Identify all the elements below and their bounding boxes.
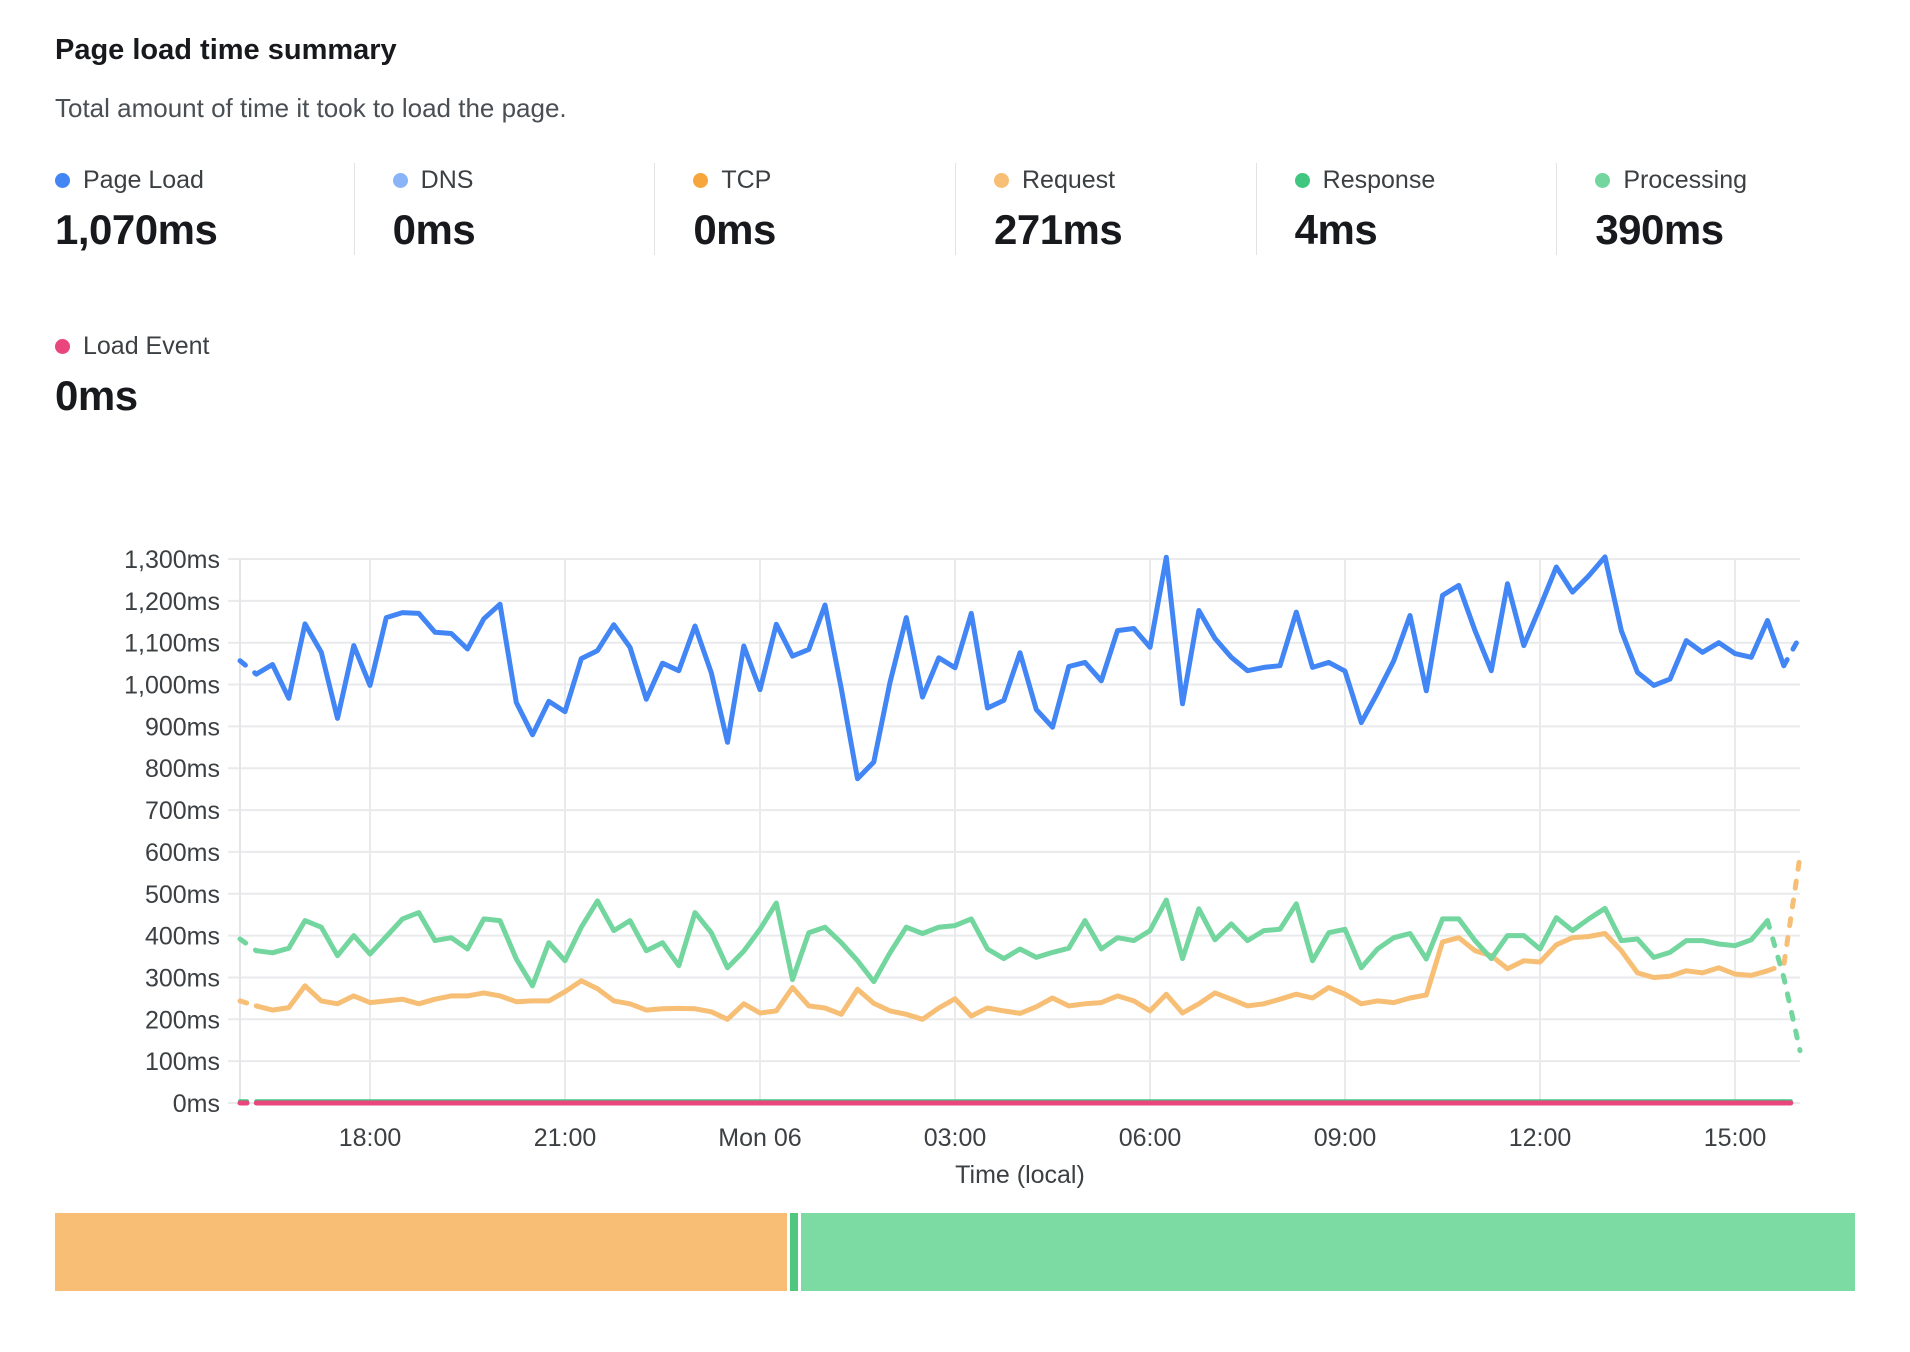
y-tick-label: 1,300ms (124, 546, 220, 574)
legend-item-request[interactable]: Request 271ms (954, 163, 1256, 255)
legend-label: TCP (721, 166, 772, 194)
dist-segment-request-share[interactable] (55, 1213, 787, 1291)
legend-label: Load Event (83, 332, 210, 360)
legend-label: Request (1021, 166, 1116, 194)
page-title: Page load time summary (55, 34, 397, 66)
series-request-dashed[interactable] (237, 998, 259, 1009)
legend-item-response[interactable]: Response 4ms (1255, 163, 1557, 255)
response-color-dot-icon (1294, 172, 1310, 188)
chart-svg[interactable]: 0ms 100ms 200ms 300ms 400ms 500ms 600ms 700ms 80… (0, 421, 1910, 1213)
series-processing-dashed[interactable] (237, 936, 259, 954)
y-tick-label: 400ms (145, 923, 220, 951)
request-color-dot-icon (993, 172, 1009, 188)
y-tick-label: 100ms (145, 1048, 220, 1076)
y-tick-label: 600ms (145, 839, 220, 867)
series-page-load-dashed[interactable] (1781, 633, 1803, 669)
load-time-distribution-bar (55, 1213, 1857, 1291)
x-tick-label: 03:00 (924, 1124, 987, 1152)
response-value: 4ms (1294, 206, 1378, 253)
y-tick-label: 700ms (145, 797, 220, 825)
x-axis-title: Time (local) (955, 1161, 1085, 1189)
legend-label-line: Page Load (55, 163, 354, 197)
processing-value: 390ms (1595, 206, 1724, 253)
y-tick-label: 900ms (145, 713, 220, 741)
legend-item-page-load[interactable]: Page Load 1,070ms (55, 163, 354, 255)
legend-item-dns[interactable]: DNS 0ms (353, 163, 655, 255)
y-tick-label: 1,100ms (124, 630, 220, 658)
x-tick-label: Mon 06 (718, 1124, 801, 1152)
legend-label: Page Load (83, 166, 204, 194)
processing-color-dot-icon (1595, 172, 1611, 188)
dns-color-dot-icon (392, 172, 408, 188)
legend-item-tcp[interactable]: TCP 0ms (654, 163, 955, 255)
load-event-value: 0ms (55, 372, 138, 419)
series-processing[interactable] (253, 897, 1770, 989)
series-page-load[interactable] (253, 554, 1787, 782)
legend-item-load-event[interactable]: Load Event 0ms (55, 329, 370, 421)
y-tick-label: 1,000ms (124, 672, 220, 700)
page-subtitle: Total amount of time it took to load the… (55, 93, 567, 123)
legend-stats-row: Page Load 1,070ms DNS 0ms TCP 0ms Request 271ms… (55, 163, 1857, 255)
x-tick-label: 12:00 (1509, 1124, 1572, 1152)
x-tick-label: 15:00 (1704, 1124, 1767, 1152)
dns-value: 0ms (392, 206, 476, 253)
x-tick-label: 21:00 (534, 1124, 597, 1152)
series-request-dashed[interactable] (1765, 853, 1803, 974)
series-page-load-dashed[interactable] (237, 658, 259, 677)
y-tick-label: 300ms (145, 964, 220, 992)
tcp-value: 0ms (693, 206, 776, 253)
page-load-value: 1,070ms (55, 206, 218, 253)
y-tick-label: 0ms (173, 1090, 220, 1118)
series-processing-dashed[interactable] (1765, 918, 1803, 1054)
legend-label-line: Request (993, 163, 1256, 197)
page-load-color-dot-icon (55, 172, 70, 188)
load-time-chart[interactable]: 0ms 100ms 200ms 300ms 400ms 500ms 600ms 700ms 80… (0, 421, 1910, 1213)
request-value: 271ms (993, 206, 1123, 253)
dist-segment-response-share[interactable] (789, 1213, 798, 1291)
x-tick-label: 18:00 (339, 1124, 402, 1152)
y-tick-label: 500ms (145, 881, 220, 909)
legend-label: DNS (420, 166, 474, 194)
y-tick-label: 800ms (145, 755, 220, 783)
tcp-color-dot-icon (693, 172, 709, 188)
load-event-color-dot-icon (55, 338, 70, 354)
legend-label-line: Processing (1595, 163, 1857, 197)
y-tick-label: 1,200ms (124, 588, 220, 616)
series-request[interactable] (253, 931, 1770, 1022)
dist-segment-processing-share[interactable] (800, 1213, 1855, 1291)
legend-label-line: Response (1294, 163, 1557, 197)
legend-stats-row-2: Load Event 0ms (55, 329, 1857, 421)
x-tick-label: 09:00 (1314, 1124, 1377, 1152)
legend-item-processing[interactable]: Processing 390ms (1556, 163, 1857, 255)
legend-label: Processing (1623, 166, 1747, 194)
x-tick-label: 06:00 (1119, 1124, 1182, 1152)
legend-label: Response (1322, 166, 1436, 194)
legend-label-line: TCP (693, 163, 955, 197)
page-load-summary-widget: Page load time summary Total amount of t… (0, 0, 1910, 421)
legend-label-line: Load Event (55, 329, 370, 363)
legend-label-line: DNS (392, 163, 655, 197)
y-tick-label: 200ms (145, 1006, 220, 1034)
